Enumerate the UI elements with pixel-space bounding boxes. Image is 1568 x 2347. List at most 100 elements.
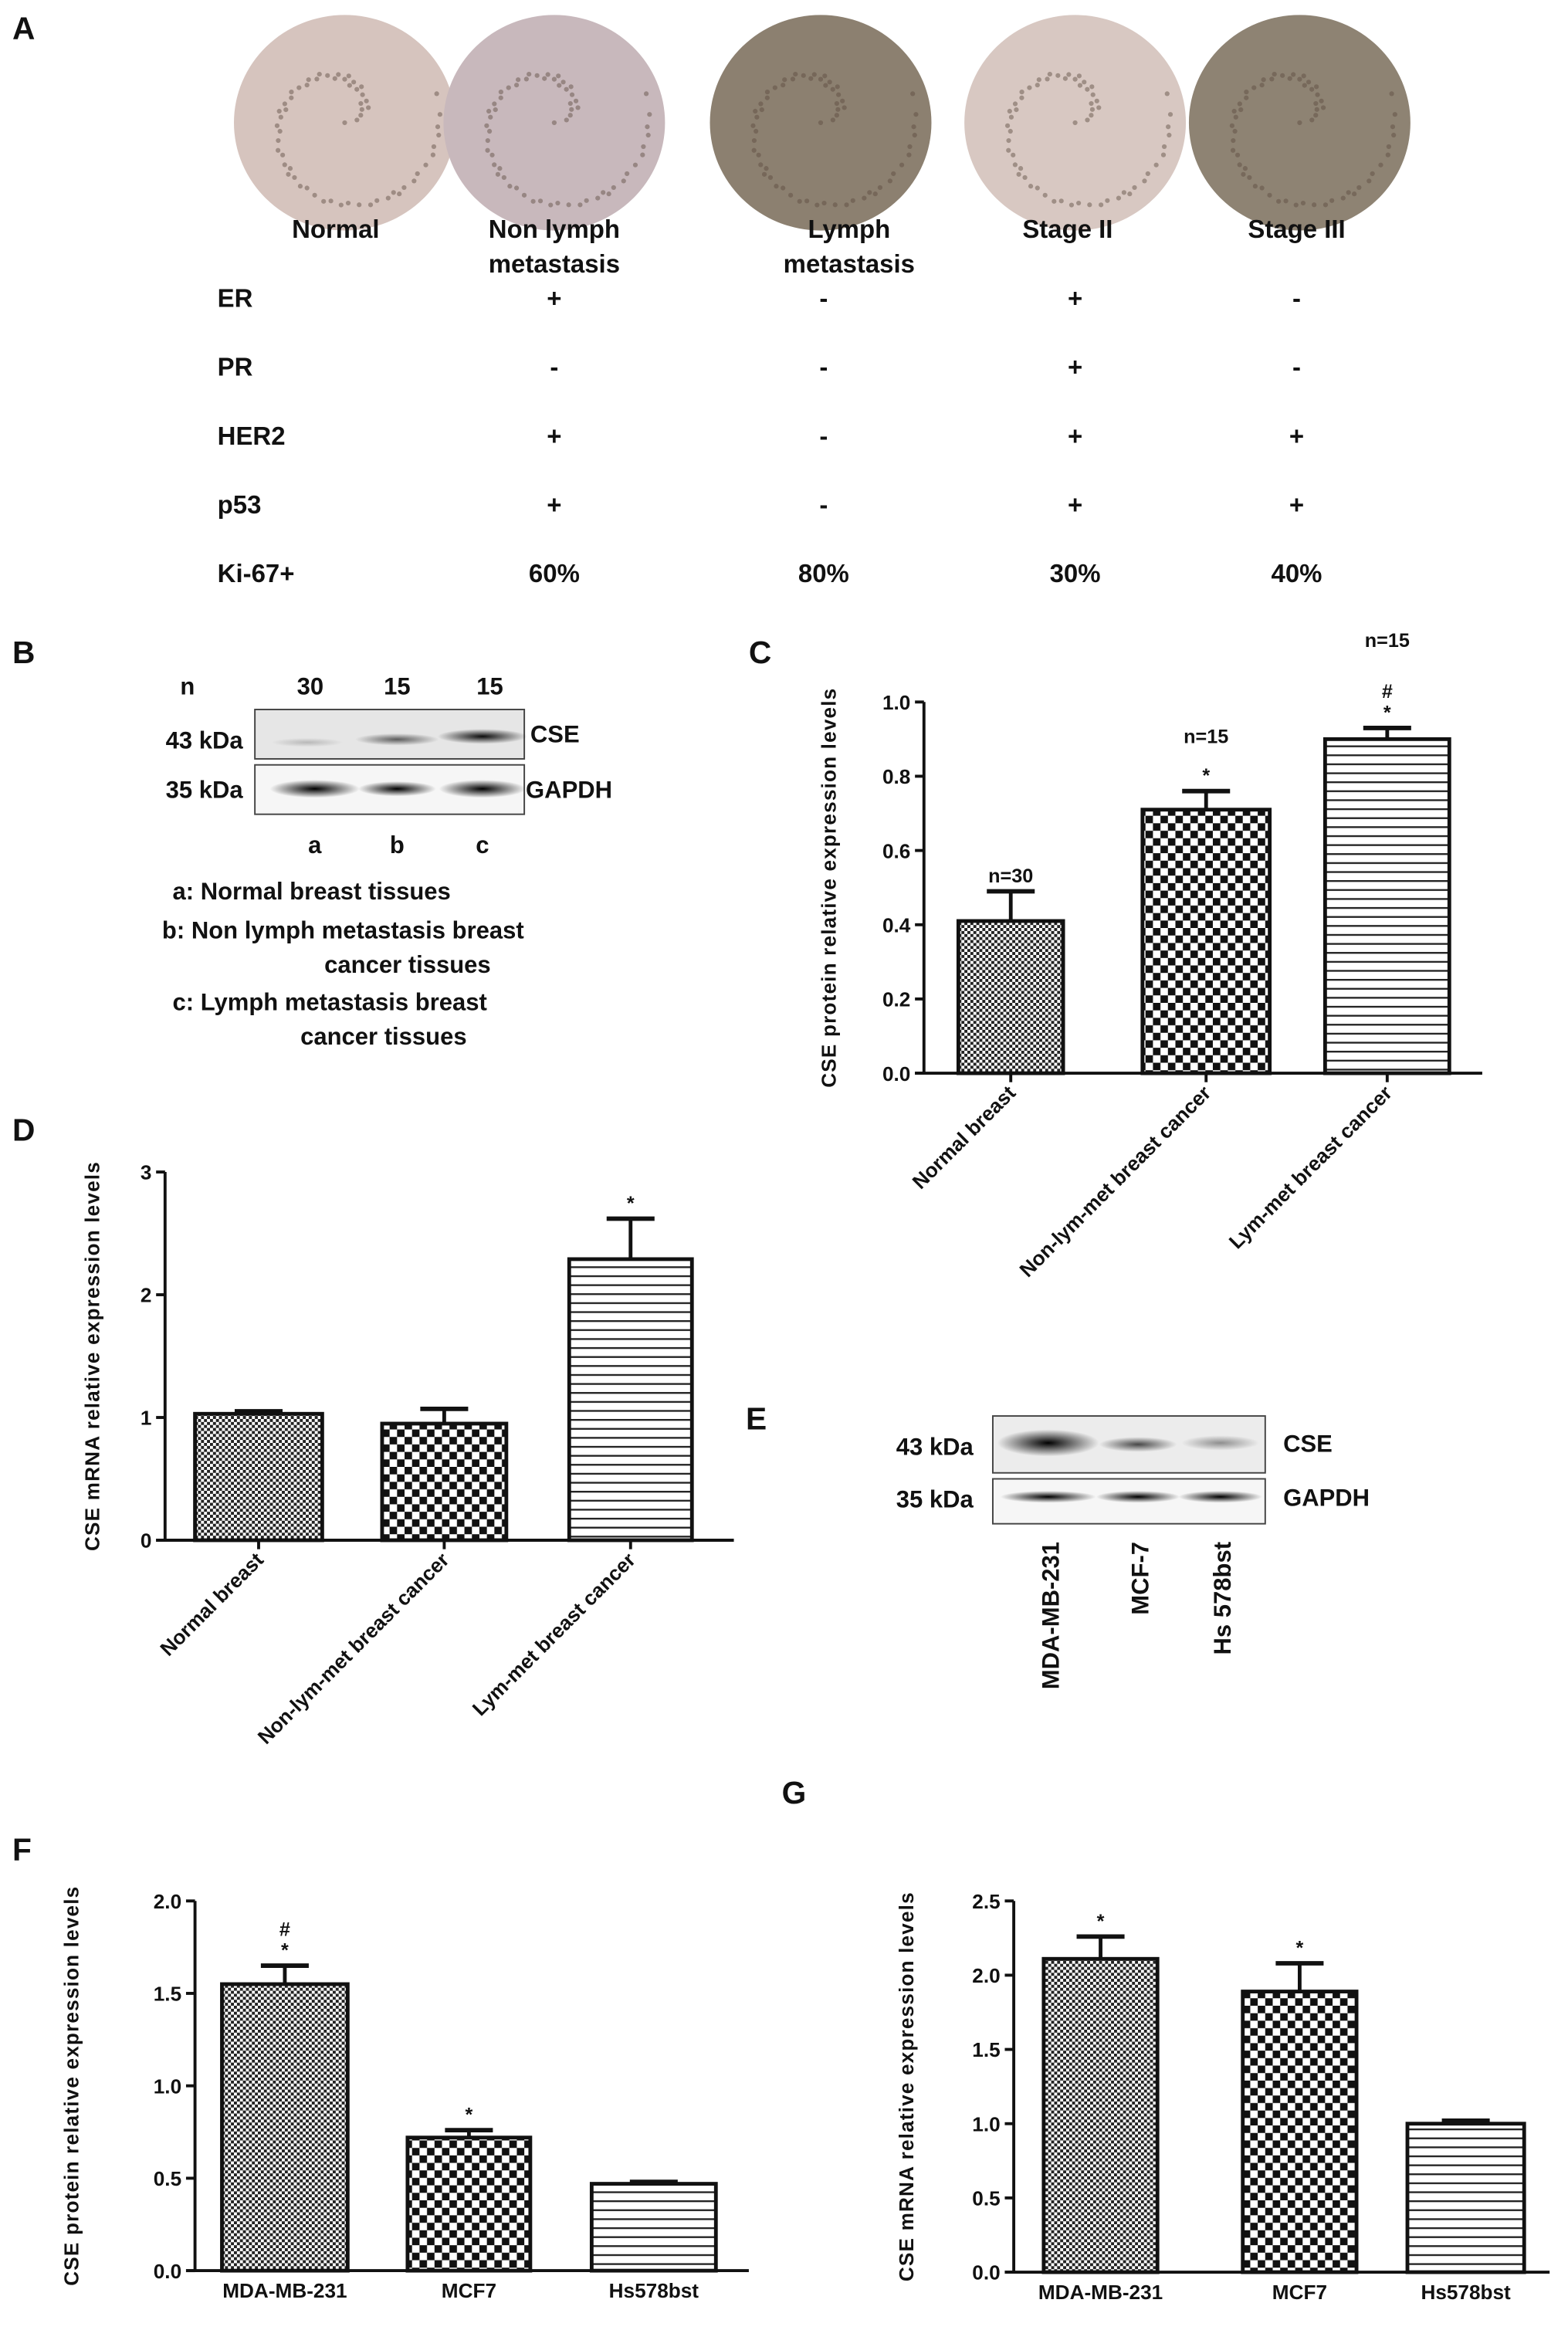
legend-line: c: Lymph metastasis breast	[173, 989, 487, 1016]
stained-cell	[556, 73, 561, 79]
x-tick-label: MCF7	[1272, 2281, 1327, 2304]
stained-cell	[1089, 107, 1096, 112]
stained-cell	[606, 191, 611, 197]
lane-label: Hs 578bst	[1209, 1542, 1236, 1655]
ihc-image	[443, 15, 665, 231]
significance-annotation: *	[627, 1193, 635, 1214]
stained-cell	[1076, 73, 1082, 79]
stained-cell	[492, 162, 497, 168]
stained-cell	[1068, 202, 1075, 208]
stained-cell	[836, 92, 842, 97]
panel-label-d: D	[12, 1112, 35, 1147]
stained-cell	[1241, 171, 1246, 177]
x-tick-label: Hs578bst	[1421, 2281, 1511, 2304]
panel-b-western-blot: n 30 15 15 43 kDa 35 kDa CSE GAPDH a b c…	[162, 673, 612, 1051]
panel-label-g: G	[782, 1775, 807, 1810]
x-tick-label: Lym-met breast cancer	[1224, 1081, 1397, 1253]
stained-cell	[486, 128, 493, 134]
stained-cell	[548, 202, 554, 208]
stained-cell	[486, 108, 492, 114]
stained-cell	[645, 124, 650, 130]
stained-cell	[534, 73, 540, 78]
stained-cell	[304, 185, 310, 191]
stained-cell	[1352, 191, 1357, 197]
stained-cell	[575, 105, 581, 110]
protein-label: GAPDH	[1283, 1484, 1370, 1511]
stained-cell	[354, 117, 360, 123]
chart-d-mrna-tissue: 0 1 2 3 CSE mRNA relative expression levels N…	[81, 1161, 734, 1749]
legend-line: cancer tissues	[300, 1023, 467, 1050]
stained-cell	[1244, 95, 1249, 100]
stained-cell	[781, 83, 786, 88]
x-tick-label: Normal breast	[908, 1081, 1021, 1194]
stained-cell	[347, 83, 352, 88]
stained-cell	[1261, 77, 1266, 83]
stained-cell	[818, 120, 824, 126]
stained-cell	[1011, 152, 1016, 157]
stained-cell	[1231, 137, 1236, 144]
stained-cell	[366, 105, 371, 110]
stained-cell	[336, 72, 341, 77]
stained-cell	[767, 174, 774, 181]
stained-cell	[910, 91, 916, 97]
row-label: p53	[218, 490, 262, 519]
stained-cell	[276, 108, 282, 114]
stained-cell	[431, 144, 437, 150]
stained-cell	[1252, 184, 1258, 189]
column-header: Stage III	[1248, 215, 1345, 243]
stained-cell	[1042, 192, 1048, 198]
stained-cell	[542, 76, 547, 81]
stained-cell	[1085, 86, 1090, 92]
stained-cell	[1313, 100, 1319, 107]
stained-cell	[545, 72, 550, 77]
lane-label: MDA-MB-231	[1037, 1542, 1064, 1689]
bar	[220, 1982, 350, 2273]
stained-cell	[317, 71, 322, 77]
stained-cell	[1319, 98, 1324, 103]
stained-cell	[1066, 72, 1072, 77]
stained-cell	[753, 108, 758, 114]
y-tick-label: 1.5	[154, 1983, 181, 2006]
stained-cell	[338, 202, 344, 208]
stained-cell	[485, 137, 490, 144]
stained-cell	[1320, 105, 1326, 110]
significance-annotation: *	[465, 2105, 472, 2126]
stained-cell	[1142, 178, 1147, 184]
stained-cell	[484, 123, 489, 128]
x-tick-label: MDA-MB-231	[1038, 2281, 1163, 2304]
stained-cell	[797, 198, 802, 204]
stained-cell	[573, 98, 579, 103]
stained-cell	[1153, 162, 1159, 168]
stained-cell	[823, 83, 828, 88]
n-value: 15	[384, 673, 411, 700]
y-tick-label: 2.5	[972, 1890, 1000, 1913]
stained-cell	[1366, 178, 1372, 184]
stained-cell	[1269, 76, 1275, 82]
stained-cell	[1035, 185, 1040, 191]
stained-cell	[359, 84, 364, 90]
y-tick-label: 0.8	[882, 765, 910, 788]
stained-cell	[325, 73, 330, 78]
stained-cell	[595, 195, 601, 201]
stained-cell	[321, 198, 327, 204]
stained-cell	[772, 85, 777, 90]
stained-cell	[754, 114, 760, 120]
y-axis-title: CSE mRNA relative expression levels	[81, 1161, 104, 1551]
column-header: Lymph	[808, 215, 890, 243]
stained-cell	[1047, 71, 1052, 77]
stained-cell	[564, 117, 569, 123]
stained-cell	[495, 171, 501, 177]
chart-f-protein-cells: 0.0 0.5 1.0 1.5 2.0 CSE protein relative expr…	[59, 1886, 749, 2302]
stained-cell	[1076, 200, 1082, 206]
stained-cell	[566, 202, 571, 208]
stained-cell	[788, 192, 794, 198]
stained-cell	[1301, 73, 1306, 79]
stained-cell	[342, 76, 347, 82]
stained-cell	[830, 117, 835, 123]
bar	[380, 1421, 509, 1543]
stained-cell	[751, 137, 757, 144]
stained-cell	[1089, 100, 1094, 107]
stained-cell	[1121, 190, 1126, 195]
band	[1000, 1491, 1096, 1503]
stained-cell	[790, 76, 796, 82]
